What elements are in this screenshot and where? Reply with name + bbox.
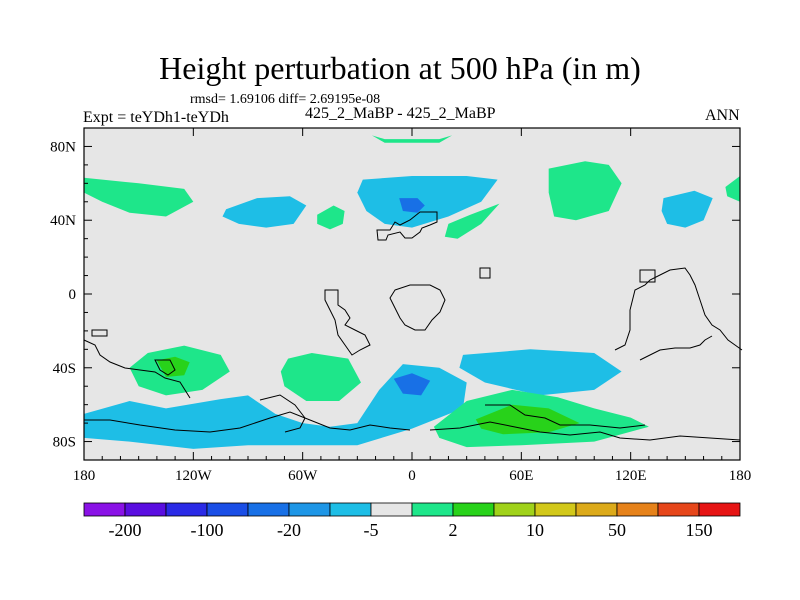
coastline-pacific-island	[91, 329, 108, 337]
colorbar-swatch-10	[493, 502, 536, 517]
coastline-antarctic-west	[84, 411, 411, 433]
contour-region-2	[317, 205, 345, 230]
x-tick-label-3: 0	[408, 468, 416, 484]
colorbar-swatch-2	[165, 502, 208, 517]
contour-region-13	[84, 364, 467, 449]
contour-region-0	[84, 177, 194, 217]
contour-region-3	[357, 176, 498, 228]
case-label: 425_2_MaBP - 425_2_MaBP	[305, 105, 496, 122]
y-axis: 80N 40N 0 40S 80S	[50, 139, 740, 451]
x-tick-label-0: 180	[73, 468, 96, 484]
x-tick-label-2: 60W	[288, 468, 318, 484]
contour-region-7	[548, 161, 622, 221]
coastline-antarctic-east	[429, 421, 741, 441]
colorbar-label-4: 2	[449, 520, 458, 540]
y-tick-label-2: 0	[69, 287, 77, 303]
coastline-asia-east	[614, 267, 743, 351]
contour-region-14	[393, 373, 431, 396]
contour-region-9	[725, 176, 740, 202]
contour-region-5	[444, 203, 500, 239]
colorbar-swatch-1	[124, 502, 167, 517]
contour-region-4	[399, 198, 425, 213]
season-label: ANN	[705, 107, 740, 124]
coastline-africa	[389, 284, 446, 331]
x-tick-label-6: 180	[729, 468, 752, 484]
colorbar-label-7: 150	[686, 520, 713, 540]
y-tick-label-3: 40S	[53, 361, 76, 377]
coastline-south-america	[324, 289, 371, 356]
colorbar-swatch-15	[698, 502, 741, 517]
x-tick-label-1: 120W	[175, 468, 213, 484]
contour-region-15	[459, 349, 622, 396]
colorbar-swatch-8	[411, 502, 454, 517]
y-tick-label-0: 80N	[50, 139, 76, 155]
contour-region-12	[280, 353, 361, 401]
coastline-antarctic-east-shelf	[485, 404, 646, 429]
contour-region-1	[222, 196, 307, 228]
contour-region-17	[475, 404, 580, 435]
coastline-west	[83, 339, 191, 399]
coastline-asia-west	[639, 335, 713, 361]
x-axis: 180 120W 60W 0 60E 120E 180	[73, 128, 752, 484]
coastline-north-america	[376, 211, 438, 241]
colorbar-swatch-14	[657, 502, 700, 517]
y-tick-label-4: 80S	[53, 435, 76, 451]
colorbar-swatch-0	[83, 502, 126, 517]
colorbar-label-0: -200	[109, 520, 142, 540]
coastline-island	[639, 269, 656, 283]
coastline-central	[479, 267, 491, 279]
coastline-southern-pacific	[154, 359, 176, 376]
colorbar-label-2: -20	[277, 520, 301, 540]
contour-region-6	[371, 135, 453, 143]
colorbar-label-5: 10	[526, 520, 544, 540]
coastline-antarctic-peninsula	[259, 394, 306, 433]
stats-label: rmsd= 1.69106 diff= 2.69195e-08	[190, 92, 381, 107]
colorbar-swatch-3	[206, 502, 249, 517]
colorbar-label-3: -5	[364, 520, 379, 540]
contour-regions	[84, 135, 740, 449]
y-tick-label-1: 40N	[50, 213, 76, 229]
colorbar-swatch-6	[329, 502, 372, 517]
colorbar-swatch-4	[247, 502, 290, 517]
colorbar-swatch-9	[452, 502, 495, 517]
x-tick-label-4: 60E	[509, 468, 533, 484]
colorbar-swatch-7	[370, 502, 413, 517]
coastlines	[83, 211, 743, 441]
page-title: Height perturbation at 500 hPa (in m)	[159, 50, 641, 86]
x-tick-label-5: 120E	[615, 468, 647, 484]
colorbar-label-6: 50	[608, 520, 626, 540]
colorbar-label-1: -100	[191, 520, 224, 540]
colorbar-swatch-11	[534, 502, 577, 517]
colorbar-swatch-12	[575, 502, 618, 517]
colorbar-swatch-5	[288, 502, 331, 517]
contour-region-8	[661, 190, 713, 228]
colorbar-swatch-13	[616, 502, 659, 517]
experiment-label: Expt = teYDh1-teYDh	[83, 109, 229, 126]
colorbar: -200 -100 -20 -5 2 10 50 150	[83, 502, 741, 540]
